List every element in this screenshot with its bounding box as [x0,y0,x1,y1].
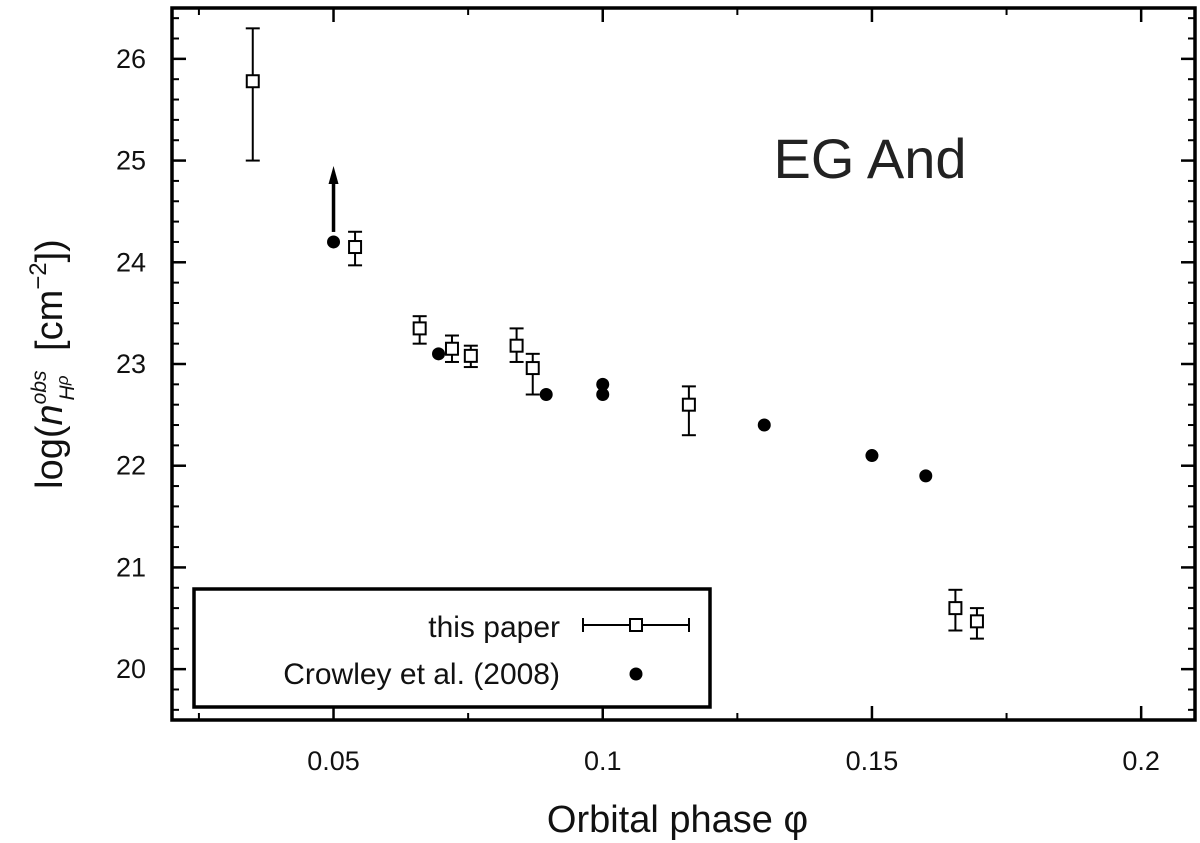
y-tick-label: 21 [116,552,146,582]
legend-open-square [629,618,643,632]
data-point-this-paper [412,315,427,345]
open-square-marker [463,348,478,363]
y-tick-label: 25 [116,146,146,176]
y-axis-title-part: n [29,404,71,425]
data-point-this-paper [463,344,478,369]
open-square-marker [245,74,260,89]
legend-label: Crowley et al. (2008) [283,658,560,691]
x-tick-label: 0.1 [584,746,622,776]
open-square-marker [412,321,427,336]
y-axis-title-part: H [56,384,79,400]
y-tick-label: 23 [116,349,146,379]
lower-limit-arrowhead [328,165,339,184]
y-axis-title-part: obs [28,370,51,404]
legend-label: this paper [428,611,560,644]
data-point-this-paper [509,327,524,363]
data-point-this-paper [348,230,363,267]
x-tick-label: 0.2 [1122,746,1160,776]
open-square-marker [525,361,540,376]
open-square-marker [509,338,524,353]
open-square-marker [444,341,459,356]
y-tick-label: 24 [116,247,146,277]
filled-circle-marker [432,347,446,361]
y-axis-title: log(nobs Hρ [cm−2]) [25,239,79,489]
filled-circle-marker [596,388,610,402]
data-point-this-paper [444,334,459,363]
open-square-marker [948,601,963,616]
filled-circle-marker [865,449,879,463]
legend-box [192,587,712,709]
data-point-this-paper [245,27,260,162]
data-point-this-paper [969,607,984,640]
plot-area: 20 21 22 23 24 25 26 0.05 0.1 0.15 0.2 Orbital phas… [25,6,1197,841]
data-point-this-paper [525,352,540,396]
y-tick-label: 22 [116,451,146,481]
data-point-this-paper [681,385,696,437]
y-tick-label: 26 [116,44,146,74]
filled-circle-marker [539,388,553,402]
filled-circle-marker [327,235,341,249]
filled-circle-marker [596,377,610,391]
filled-circle-marker [757,418,771,432]
y-tick-label: 20 [116,654,146,684]
data-point-this-paper [948,588,963,632]
x-tick-label: 0.05 [307,746,360,776]
legend-filled-circle [629,667,643,681]
y-axis-title-part: ]) [29,239,71,262]
y-axis-title-part: log( [29,425,71,489]
y-axis-title-part: ρ [53,375,72,386]
x-tick-label: 0.15 [846,746,899,776]
legend: this paper Crowley et al. (2008) [192,587,712,709]
open-square-marker [681,397,696,412]
y-axis-title-part: [cm [29,290,71,362]
y-axis-title-part: −2 [25,262,52,289]
filled-circle-marker [919,469,933,483]
x-axis-title: Orbital phase φ [547,799,808,841]
chart-annotation: EG And [773,127,966,190]
open-square-marker [348,240,363,255]
open-square-marker [969,614,984,629]
